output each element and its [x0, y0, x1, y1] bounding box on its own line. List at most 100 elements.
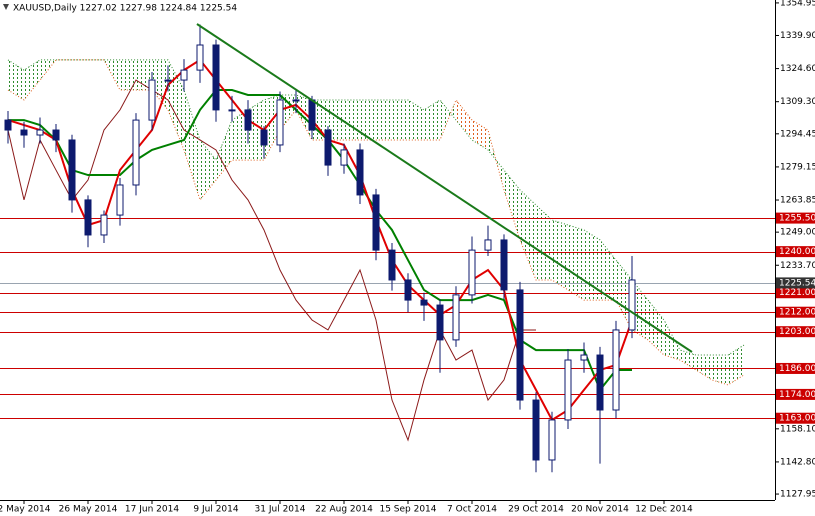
candle-body — [420, 299, 428, 306]
cloud-segment — [632, 279, 648, 340]
candle-body — [532, 399, 540, 461]
cloud-segment — [664, 319, 680, 361]
cloud-segment — [536, 205, 552, 280]
candle-body — [564, 359, 572, 421]
level-label-box — [776, 287, 815, 299]
chart-title: XAUUSD,Daily 1227.02 1227.98 1224.84 122… — [13, 4, 237, 14]
cloud-segment — [728, 345, 744, 385]
y-tick-label: 1127.95 — [780, 490, 815, 500]
cloud-segment — [424, 99, 440, 140]
level-label: 1163.00 — [779, 414, 815, 424]
candle-body — [500, 239, 508, 291]
level-label-box — [776, 212, 815, 224]
candle-body — [164, 79, 172, 82]
candle-body — [596, 354, 604, 411]
y-tick-label: 1158.10 — [780, 424, 815, 434]
level-label: 1240.00 — [779, 247, 815, 257]
candle-body — [452, 294, 460, 341]
y-tick-label: 1294.45 — [780, 129, 815, 139]
level-label-box — [776, 388, 815, 400]
candle-body — [4, 119, 12, 131]
x-tick-label: 26 May 2014 — [59, 505, 118, 515]
y-tick-label: 1233.70 — [780, 261, 815, 271]
candle-body — [148, 79, 156, 121]
x-tick-label: 12 Dec 2014 — [635, 505, 693, 515]
trend-line — [196, 23, 693, 353]
candle-body — [372, 194, 380, 251]
cloud-segment — [344, 99, 360, 140]
candle-body — [356, 149, 364, 196]
cloud-segment — [328, 99, 344, 140]
level-label-box — [776, 326, 815, 338]
candle-body — [260, 129, 268, 146]
candle-body — [516, 289, 524, 401]
candle-body — [180, 69, 188, 81]
current-price-box — [776, 277, 815, 289]
x-tick-label: 17 Jun 2014 — [125, 505, 179, 515]
y-tick-label: 1279.15 — [780, 162, 815, 172]
plot-area — [0, 23, 775, 473]
candle-body — [116, 184, 124, 216]
current-price-label: 1225.54 — [779, 278, 815, 288]
cloud-segment — [264, 94, 280, 161]
x-tick-label: 15 Sep 2014 — [379, 505, 436, 515]
cloud-segment — [232, 109, 248, 161]
candle-body — [292, 99, 300, 102]
cloud-segment — [456, 99, 472, 140]
y-tick-label: 1249.00 — [780, 228, 815, 238]
cloud-segment — [184, 90, 200, 200]
level-label: 1212.00 — [779, 308, 815, 318]
y-tick-label: 1309.30 — [780, 97, 815, 107]
level-label-box — [776, 362, 815, 374]
y-tick-label: 1142.80 — [780, 457, 815, 467]
cloud-segment — [696, 355, 712, 380]
candle-body — [308, 99, 316, 131]
candle-body — [132, 119, 140, 186]
candle-body — [548, 419, 556, 461]
indicator-line — [8, 89, 632, 392]
symbol-icon — [3, 4, 9, 10]
candle-body — [212, 44, 220, 111]
candle-body — [484, 239, 492, 251]
y-tick-label: 1263.85 — [780, 196, 815, 206]
cloud-segment — [392, 99, 408, 140]
cloud-segment — [520, 189, 536, 280]
candle-body — [628, 279, 636, 331]
candle-body — [244, 109, 252, 131]
candle-body — [340, 149, 348, 166]
level-label: 1255.50 — [779, 214, 815, 224]
candle-body — [36, 129, 44, 136]
indicator-line — [7, 79, 536, 442]
level-label: 1186.00 — [779, 364, 815, 374]
x-tick-label: 31 Jul 2014 — [255, 505, 306, 515]
cloud-segment — [568, 225, 584, 301]
y-tick-label: 1324.60 — [780, 64, 815, 74]
cloud-segment — [280, 94, 296, 131]
cloud-segment — [600, 239, 616, 301]
level-label-box — [776, 306, 815, 318]
x-tick-label: 29 Oct 2014 — [508, 505, 564, 515]
level-label: 1221.00 — [779, 288, 815, 298]
level-label: 1203.00 — [779, 327, 815, 337]
candle-body — [68, 139, 76, 201]
candle-body — [84, 199, 92, 236]
candle-body — [100, 214, 108, 236]
x-tick-label: 2 May 2014 — [0, 505, 51, 515]
candle-body — [20, 129, 28, 136]
cloud-segment — [504, 170, 520, 240]
cloud-segment — [216, 120, 232, 181]
cloud-segment — [8, 59, 24, 100]
cloud-segment — [120, 59, 136, 91]
x-tick-label: 22 Aug 2014 — [315, 505, 373, 515]
candle-body — [436, 304, 444, 341]
cloud-segment — [376, 99, 392, 140]
y-tick-label: 1354.95 — [780, 0, 815, 8]
cloud-segment — [680, 350, 696, 370]
cloud-segment — [24, 59, 40, 100]
cloud-segment — [408, 99, 424, 140]
level-label-box — [776, 246, 815, 258]
level-label: 1174.00 — [779, 390, 815, 400]
level-label-box — [776, 412, 815, 424]
cloud-segment — [360, 99, 376, 140]
indicator-line — [7, 58, 633, 422]
